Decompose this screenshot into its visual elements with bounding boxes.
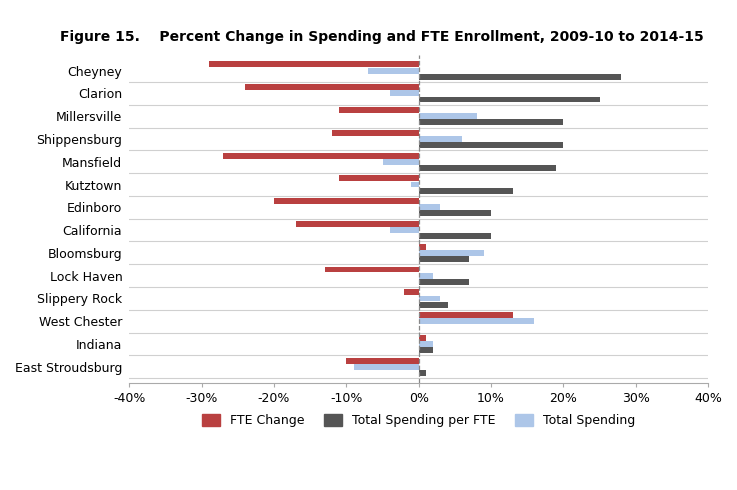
Bar: [419, 250, 483, 256]
Bar: [419, 318, 534, 324]
Bar: [354, 364, 419, 370]
Bar: [404, 290, 419, 295]
Bar: [419, 136, 462, 142]
Bar: [419, 273, 433, 279]
Bar: [339, 175, 419, 181]
Bar: [419, 370, 426, 376]
Bar: [339, 107, 419, 113]
Bar: [209, 61, 419, 67]
Bar: [419, 341, 433, 347]
Bar: [390, 227, 419, 233]
Bar: [419, 188, 513, 194]
Bar: [411, 182, 419, 188]
Bar: [274, 198, 419, 204]
Bar: [332, 130, 419, 136]
Bar: [223, 152, 419, 159]
Bar: [383, 159, 419, 165]
Bar: [419, 97, 599, 102]
Bar: [419, 142, 563, 148]
Bar: [419, 295, 441, 301]
Bar: [245, 84, 419, 90]
Bar: [419, 335, 426, 341]
Bar: [296, 221, 419, 227]
Text: Figure 15.    Percent Change in Spending and FTE Enrollment, 2009-10 to 2014-15: Figure 15. Percent Change in Spending an…: [60, 30, 704, 44]
Bar: [419, 279, 469, 285]
Bar: [419, 312, 513, 318]
Bar: [419, 347, 433, 353]
Bar: [346, 358, 419, 364]
Bar: [390, 90, 419, 97]
Bar: [419, 256, 469, 262]
Bar: [419, 165, 556, 171]
Bar: [419, 204, 441, 210]
Bar: [419, 74, 621, 80]
Bar: [419, 233, 491, 239]
Bar: [419, 120, 563, 125]
Legend: FTE Change, Total Spending per FTE, Total Spending: FTE Change, Total Spending per FTE, Tota…: [197, 409, 640, 432]
Bar: [419, 302, 447, 308]
Bar: [419, 211, 491, 217]
Bar: [324, 267, 419, 272]
Bar: [419, 113, 477, 119]
Bar: [368, 68, 419, 74]
Bar: [419, 244, 426, 250]
